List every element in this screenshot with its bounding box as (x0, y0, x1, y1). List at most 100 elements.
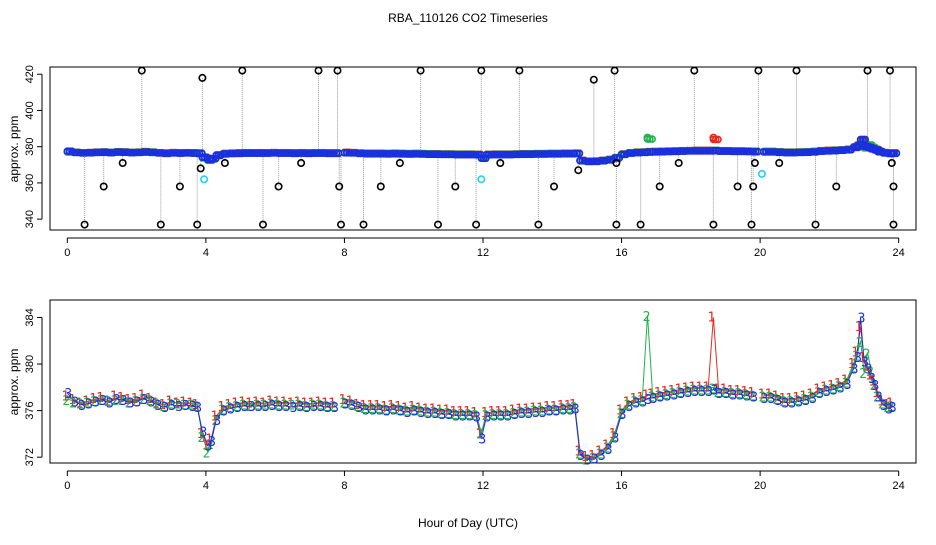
top-point-raw-mid-outliers (612, 159, 621, 168)
top-point-raw-mid-outliers (451, 182, 460, 191)
series-3-band-point (633, 148, 642, 157)
series-1-point-label: 1 (345, 394, 353, 409)
series-3-point-label: 3 (438, 408, 446, 423)
series-3-point-label: 3 (851, 363, 859, 378)
series-3-point-label: 3 (504, 409, 512, 424)
series-1-point-label: 1 (463, 405, 471, 420)
series-2-point-label: 2 (457, 408, 465, 423)
series-3-point-label: 3 (823, 385, 831, 400)
series-3-band-point (498, 150, 507, 159)
series-3-point-label: 3 (539, 406, 547, 421)
series-1-point-label: 1 (394, 400, 402, 415)
series-2-point-label: 2 (869, 379, 877, 394)
series-1-point-label: 1 (321, 397, 329, 412)
series-2-point-label: 2 (159, 400, 167, 415)
series-1-point-label: 1 (442, 404, 450, 419)
series-3-point-label: 3 (303, 401, 311, 416)
top-x-tick-label: 8 (341, 247, 347, 259)
series-1-point-label: 1 (300, 397, 308, 412)
series-3-band-point (118, 148, 127, 157)
series-2-point-label: 2 (873, 391, 881, 406)
series-1-point-label: 1 (848, 357, 856, 372)
series-1-point-label: 1 (543, 400, 551, 415)
series-1-point-label: 1 (96, 391, 104, 406)
series-3-point-label: 3 (750, 391, 758, 406)
series-3-point-label: 3 (736, 388, 744, 403)
series-2-point-label: 2 (727, 387, 735, 402)
top-point-extra-2 (643, 133, 652, 142)
series-2-point-label: 2 (655, 389, 663, 404)
series-3-point-label: 3 (484, 410, 492, 425)
series-2-line (344, 315, 754, 459)
series-1-point-label: 1 (217, 400, 225, 415)
series-1-point-label: 1 (245, 397, 253, 412)
series-2-point-label: 2 (118, 394, 126, 409)
series-3-point-label: 3 (844, 378, 852, 393)
series-3-band-point (589, 157, 598, 166)
series-3-point-label: 3 (362, 403, 370, 418)
series-1-point-label: 1 (636, 391, 644, 406)
series-2-point-label: 2 (267, 398, 275, 413)
series-1-point-label: 1 (328, 397, 336, 412)
top-point-raw-mid-outliers (297, 159, 306, 168)
series-2-point-label: 2 (187, 399, 195, 414)
series-1-point-label: 1 (778, 392, 786, 407)
series-1-point-label: 1 (266, 394, 274, 409)
series-1-point-label: 1 (557, 399, 565, 414)
series-1-point-label: 1 (145, 392, 153, 407)
series-3-point-label: 3 (871, 379, 879, 394)
series-1-point-label: 1 (688, 380, 696, 395)
series-3-point-label: 3 (269, 399, 277, 414)
top-point-raw-spikes-low (747, 220, 756, 229)
top-x-tick-label: 12 (477, 247, 489, 259)
series-3-point-label: 3 (154, 399, 162, 414)
series-2-point-label: 2 (537, 404, 545, 419)
series-3-point-label: 3 (148, 395, 156, 410)
series-1-line (763, 326, 892, 406)
series-2-point-label: 2 (69, 396, 77, 411)
series-3-point-label: 3 (880, 399, 888, 414)
bottom-x-tick-label: 4 (203, 480, 209, 492)
series-3-point-label: 3 (619, 408, 627, 423)
series-2-point-label: 2 (551, 403, 559, 418)
series-3-point-label: 3 (664, 390, 672, 405)
series-3-band-point (796, 148, 805, 157)
series-1-point-label: 1 (231, 397, 239, 412)
series-3-band-point (437, 150, 446, 159)
series-2-point-label: 2 (274, 399, 282, 414)
series-1-point-label: 1 (293, 396, 301, 411)
series-1-point-label: 1 (61, 390, 69, 405)
series-2-point-label: 2 (866, 365, 874, 380)
top-point-raw-mid-outliers (655, 182, 664, 191)
series-1-point-label: 1 (872, 386, 880, 401)
series-3-point-label: 3 (194, 401, 202, 416)
series-1-point-label: 1 (158, 398, 166, 413)
series-1-point-label: 1 (841, 373, 849, 388)
top-point-raw-spikes-high (238, 66, 247, 75)
series-2-point-label: 2 (575, 448, 583, 463)
series-2-point-label: 2 (218, 403, 226, 418)
series-1-point-label: 1 (196, 427, 204, 442)
top-point-raw-mid-outliers (832, 182, 841, 191)
top-point-raw-spikes-high (754, 66, 763, 75)
series-3-point-label: 3 (113, 393, 121, 408)
series-1-line (344, 317, 754, 458)
top-point-raw-spikes-high (416, 66, 425, 75)
series-1-point-label: 1 (487, 405, 495, 420)
top-point-raw-spikes-low (472, 220, 481, 229)
top-point-raw-mid-outliers (99, 182, 108, 191)
series-2-point-label: 2 (502, 408, 510, 423)
series-1-point-label: 1 (408, 400, 416, 415)
series-2-point-label: 2 (367, 402, 375, 417)
series-2-point-label: 2 (381, 403, 389, 418)
series-3-point-label: 3 (324, 401, 332, 416)
series-3-point-label: 3 (213, 414, 221, 429)
series-1-point-label: 1 (124, 393, 132, 408)
series-3-band-point (465, 150, 473, 159)
series-2-point-label: 2 (476, 428, 484, 443)
series-2-point-label: 2 (703, 384, 711, 399)
series-2-point-label: 2 (849, 361, 857, 376)
series-3-point-label: 3 (705, 385, 713, 400)
